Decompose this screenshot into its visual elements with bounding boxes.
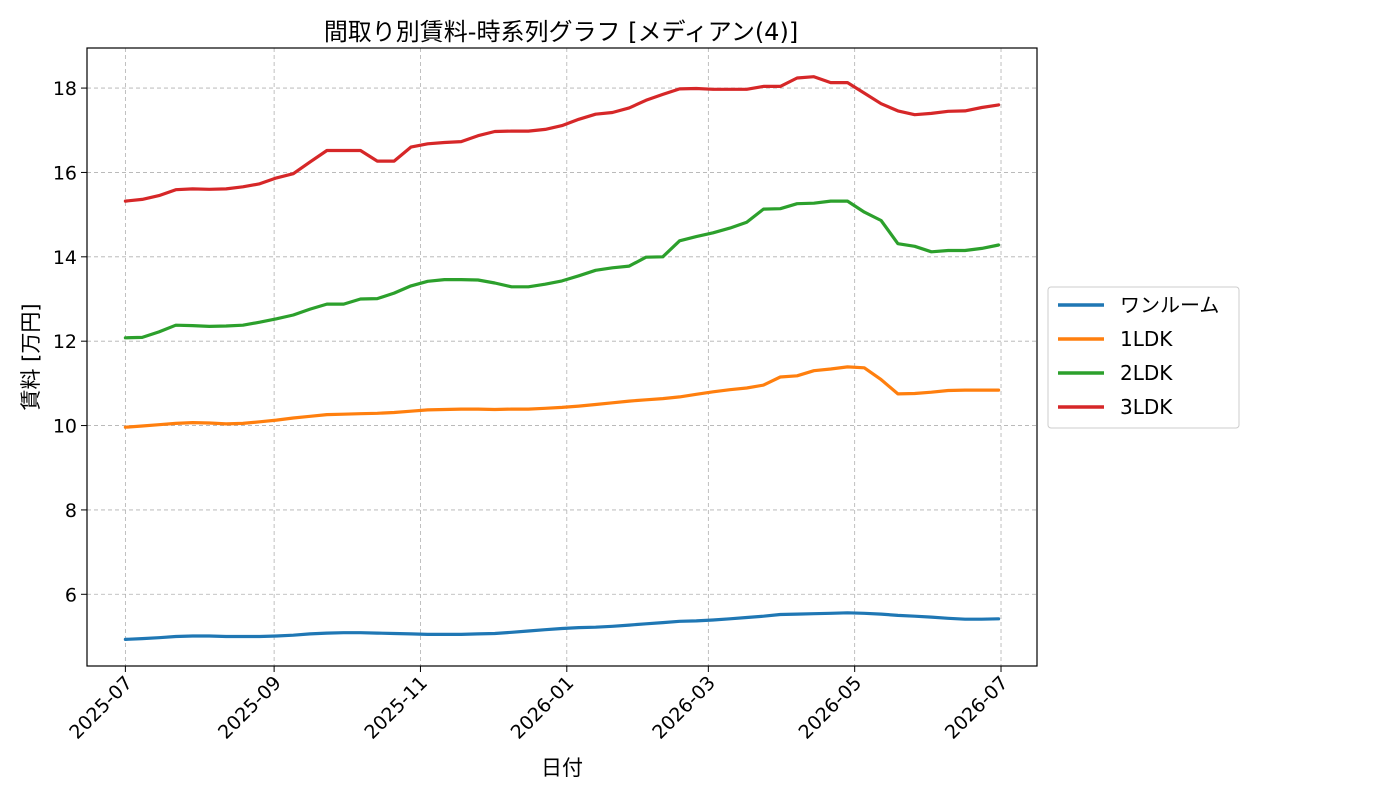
y-tick-label: 10 <box>53 416 77 438</box>
x-tick-label: 2025-07 <box>65 672 137 744</box>
legend-box <box>1047 286 1240 429</box>
x-tick-label: 2026-05 <box>795 672 867 744</box>
y-tick-label: 14 <box>53 247 77 269</box>
legend-label: 1LDK <box>1120 327 1173 351</box>
plot-area-frame <box>86 47 1038 667</box>
y-axis-label: 賃料 [万円] <box>19 303 43 410</box>
y-tick-label: 12 <box>53 331 77 353</box>
y-tick-label: 8 <box>65 500 77 522</box>
legend: ワンルーム 1LDK 2LDK 3LDK <box>1047 286 1240 429</box>
x-tick-label: 2026-03 <box>648 672 720 744</box>
y-tick-label: 16 <box>53 162 77 184</box>
legend-label: ワンルーム <box>1120 293 1219 317</box>
series-lines <box>123 75 1001 642</box>
legend-label: 3LDK <box>1120 395 1173 419</box>
legend-label: 2LDK <box>1120 361 1173 385</box>
chart-title: 間取り別賃料-時系列グラフ [メディアン(4)] <box>324 18 798 46</box>
grid-lines <box>87 48 1037 666</box>
x-axis-ticks: 2025-07 2025-09 2025-11 2026-01 2026-03 2026-… <box>65 666 1013 744</box>
y-tick-label: 6 <box>65 584 77 606</box>
y-tick-label: 18 <box>53 78 77 100</box>
series-line-2 <box>123 365 1001 429</box>
series-line-3 <box>123 199 1001 340</box>
series-line-4 <box>123 75 1001 203</box>
x-tick-label: 2026-01 <box>507 672 579 744</box>
x-tick-label: 2025-11 <box>360 672 432 744</box>
x-tick-label: 2025-09 <box>214 672 286 744</box>
x-tick-label: 2026-07 <box>941 672 1013 744</box>
x-axis-label: 日付 <box>541 756 583 780</box>
series-line-1 <box>123 611 1001 642</box>
y-axis-ticks: 6 8 10 12 14 16 18 <box>53 78 87 606</box>
